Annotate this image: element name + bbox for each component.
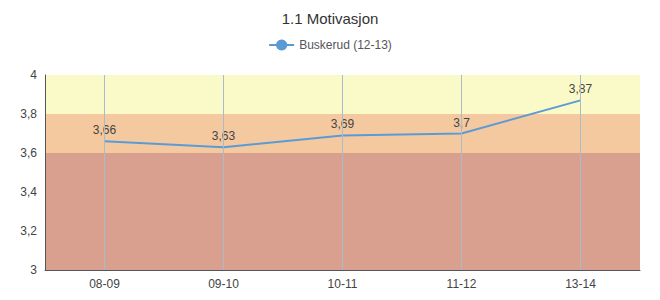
svg-text:3,8: 3,8 xyxy=(20,107,37,121)
svg-text:4: 4 xyxy=(30,68,37,82)
svg-text:3,4: 3,4 xyxy=(20,185,37,199)
svg-text:10-11: 10-11 xyxy=(328,277,358,291)
svg-text:Buskerud (12-13): Buskerud (12-13) xyxy=(299,38,392,52)
svg-text:3,6: 3,6 xyxy=(20,146,37,160)
svg-text:09-10: 09-10 xyxy=(208,277,239,291)
svg-text:1.1 Motivasjon: 1.1 Motivasjon xyxy=(282,10,379,27)
svg-text:3,66: 3,66 xyxy=(92,123,117,138)
svg-text:3,69: 3,69 xyxy=(330,117,355,132)
svg-text:11-12: 11-12 xyxy=(447,277,477,291)
svg-text:3,63: 3,63 xyxy=(211,129,236,144)
svg-text:3,2: 3,2 xyxy=(20,224,37,238)
svg-text:08-09: 08-09 xyxy=(89,277,120,291)
svg-text:3: 3 xyxy=(30,263,37,277)
svg-text:13-14: 13-14 xyxy=(565,277,596,291)
svg-text:3,87: 3,87 xyxy=(568,82,593,97)
svg-text:3,7: 3,7 xyxy=(453,115,470,130)
